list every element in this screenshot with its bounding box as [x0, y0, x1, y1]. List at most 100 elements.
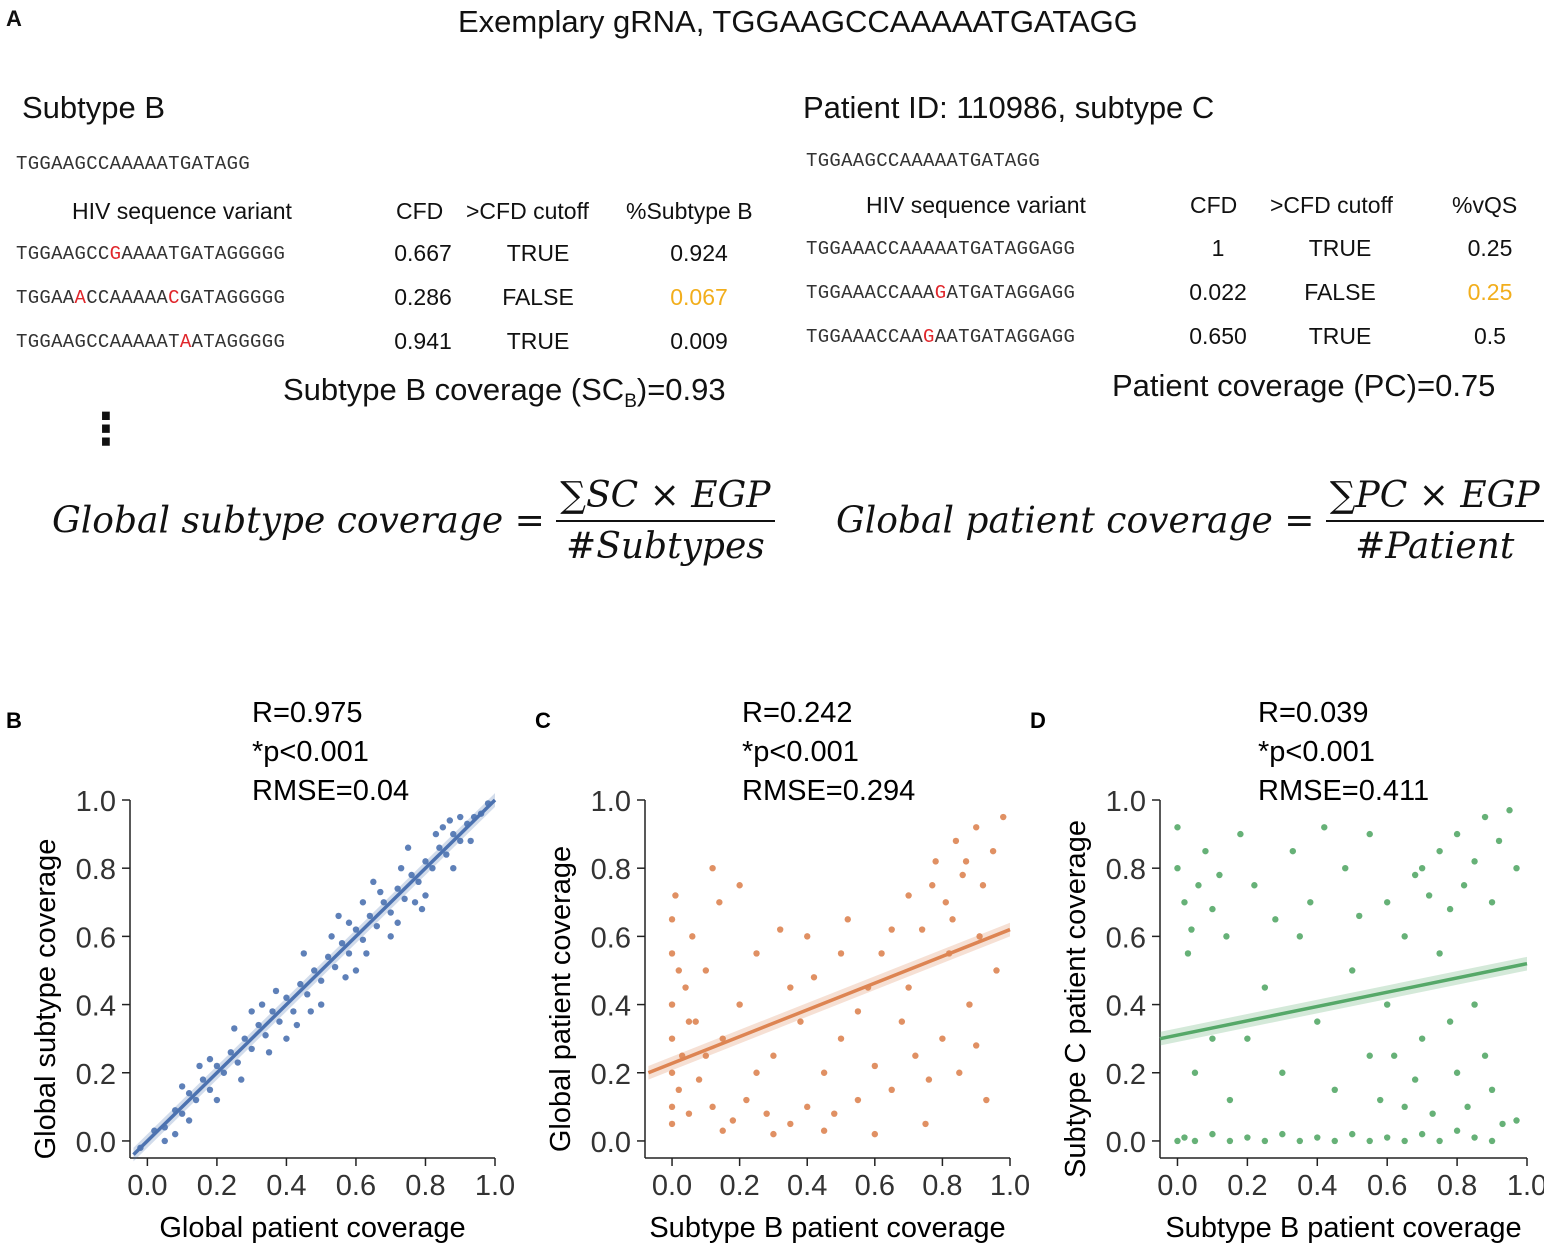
subtype-b-reference-sequence: TGGAAGCCAAAAATGATAGG: [16, 153, 251, 175]
panel-c-data-point: [983, 1096, 990, 1104]
panel-d-data-point: [1481, 813, 1489, 821]
panel-c-data-point: [973, 1042, 980, 1049]
panel-b-data-point: [366, 912, 374, 920]
gRNA-title: Exemplary gRNA, TGGAAGCCAAAAATGATAGG: [458, 4, 1138, 39]
panel-c-data-point: [962, 858, 970, 865]
panel-b-data-point: [283, 1035, 290, 1042]
patient-row-cutoff-cell: TRUE: [1308, 323, 1372, 349]
panel-b-data-point: [234, 1059, 241, 1066]
panel-c-data-point: [719, 1035, 726, 1042]
subtype-b-row-cfd-cell: 0.286: [394, 284, 452, 310]
panel-b-data-point: [342, 974, 349, 981]
subtype-b-row-cutoff-cell: TRUE: [506, 328, 570, 354]
panel-d-data-point: [1513, 1117, 1520, 1124]
panel-b-y-axis-label: Global subtype coverage: [30, 839, 62, 1160]
panel-c-data-point: [709, 1103, 716, 1111]
panel-b-data-point: [317, 977, 325, 984]
panel-d-data-point: [1453, 1069, 1461, 1076]
panel-b-data-point: [213, 1062, 221, 1070]
panel-d-data-point: [1488, 1086, 1496, 1094]
panel-b-data-point: [269, 1008, 276, 1015]
panel-d-data-point: [1314, 1018, 1321, 1025]
panel-c-data-point: [675, 1086, 682, 1094]
panel-c-x-axis-label: Subtype B patient coverage: [649, 1212, 1005, 1243]
subtype-b-col-cfd: CFD: [396, 198, 444, 224]
panel-b-data-point: [467, 837, 474, 845]
panel-b-data-point: [429, 864, 436, 872]
panel-b-data-point: [137, 1144, 144, 1151]
panel-d-data-point: [1429, 1110, 1436, 1117]
patient-heading: Patient ID: 110986, subtype C: [803, 90, 1215, 125]
panel-d-data-point: [1272, 916, 1279, 923]
patient-row-cfd-cell: 1: [1211, 235, 1225, 261]
subtype-b-row-cutoff-cell: FALSE: [502, 284, 574, 310]
panel-d-confidence-band: [1160, 956, 1527, 1046]
subtype-b-row-cfd-cell: 0.941: [394, 328, 452, 354]
panel-d-data-point: [1296, 933, 1304, 940]
panel-b-data-point: [477, 810, 485, 817]
patient-row-variant-sequence: TGGAAACCAAAGATGATAGGAGG: [806, 282, 1076, 304]
panel-c-data-point: [905, 892, 912, 899]
panel-d-data-point: [1506, 807, 1513, 814]
panel-b-data-point: [394, 885, 401, 892]
panel-c-data-point: [668, 916, 676, 923]
panel-d-data-point: [1209, 1035, 1216, 1042]
panel-b-data-point: [436, 844, 443, 851]
patient-row-pct-cell: 0.25: [1467, 279, 1513, 305]
panel-b-x-axis-label: Global patient coverage: [159, 1212, 465, 1243]
panel-d-data-point: [1226, 1096, 1234, 1104]
panel-b-data-point: [171, 1130, 179, 1138]
panel-b-data-point: [283, 994, 290, 1001]
panel-b-data-point: [335, 912, 342, 920]
panel-b-data-point: [394, 919, 401, 926]
panel-c-data-point: [668, 1001, 676, 1008]
patient-row-pct-cell: 0.5: [1474, 323, 1506, 349]
panel-c-data-point: [685, 1018, 693, 1025]
panel-d-data-point: [1244, 1134, 1251, 1141]
panel-d-data-point: [1195, 882, 1202, 889]
panel-b-data-point: [304, 991, 311, 998]
panel-c-data-point: [973, 824, 980, 831]
panel-b-data-point: [401, 895, 408, 903]
panel-d-data-point: [1188, 926, 1195, 933]
panel-d-data-point: [1425, 892, 1433, 899]
panel-letter-d: D: [1030, 708, 1046, 733]
panel-b-data-point: [300, 950, 308, 957]
subtype-b-col-variant: HIV sequence variant: [72, 198, 292, 224]
panel-c-data-point: [820, 1127, 828, 1134]
panel-b-stat: RMSE=0.04: [252, 775, 409, 807]
panel-d-x-axis-label: Subtype B patient coverage: [1165, 1212, 1521, 1243]
panel-d-data-point: [1279, 1069, 1286, 1076]
panel-d-x-tick-label: 0.4: [1297, 1170, 1337, 1202]
patient-coverage: Patient coverage (PC)=0.75: [1112, 368, 1496, 403]
panel-d-data-point: [1237, 830, 1244, 838]
panel-b-data-point: [408, 871, 415, 879]
panel-d-y-tick-label: 0.0: [1106, 1127, 1146, 1159]
panel-d-y-tick-label: 0.8: [1106, 854, 1146, 886]
panel-d-data-point: [1495, 837, 1503, 845]
panel-c-data-point: [776, 926, 784, 933]
panel-b-data-point: [231, 1025, 238, 1032]
panel-b-data-point: [248, 1045, 255, 1053]
panel-c-data-point: [820, 1069, 828, 1076]
panel-b-data-point: [377, 888, 384, 896]
panel-b-data-point: [185, 1117, 193, 1124]
panel-d-stat: RMSE=0.411: [1258, 775, 1429, 807]
panel-c-data-point: [753, 950, 760, 957]
panel-b-data-point: [324, 953, 332, 961]
panel-c-y-tick-label: 1.0: [591, 786, 631, 818]
panel-c-data-point: [668, 1069, 676, 1076]
panel-b-data-point: [387, 909, 394, 916]
panel-b-data-point: [352, 926, 360, 933]
panel-b-stat: *p<0.001: [252, 736, 369, 768]
panel-d-data-point: [1453, 830, 1461, 838]
panel-b-data-point: [178, 1083, 186, 1090]
panel-c-stat: R=0.242: [742, 697, 852, 729]
panel-d-data-point: [1499, 1120, 1506, 1128]
panel-d-x-tick-label: 0.0: [1157, 1170, 1197, 1202]
panel-c-data-point: [682, 984, 689, 991]
panel-c-data-point: [770, 1052, 777, 1059]
panel-b-data-point: [450, 864, 457, 872]
panel-d-data-point: [1383, 899, 1391, 906]
